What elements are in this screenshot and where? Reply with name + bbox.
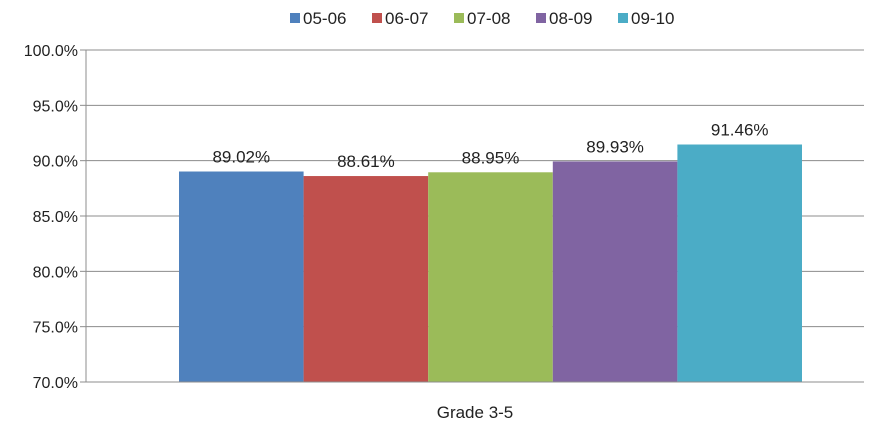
bar-09-10 xyxy=(677,144,802,382)
data-label-06-07: 88.61% xyxy=(337,152,395,171)
y-tick-label: 95.0% xyxy=(33,98,78,115)
legend-swatch-05-06 xyxy=(290,13,300,23)
y-tick-label: 80.0% xyxy=(33,264,78,281)
y-tick-label: 100.0% xyxy=(24,43,78,60)
bar-08-09 xyxy=(552,161,678,382)
y-axis: 70.0% 75.0% 80.0% 85.0% 90.0% 95.0% 100.0% xyxy=(24,43,87,392)
x-axis: Grade 3-5 xyxy=(86,381,864,422)
data-label-08-09: 89.93% xyxy=(586,137,644,156)
data-label-07-08: 88.95% xyxy=(462,148,520,167)
legend-swatch-06-07 xyxy=(372,13,382,23)
bar-05-06 xyxy=(179,171,304,382)
legend-label-07-08: 07-08 xyxy=(467,9,510,28)
legend-label-05-06: 05-06 xyxy=(303,9,346,28)
y-tick-label: 70.0% xyxy=(33,375,78,392)
data-labels: 89.02% 88.61% 88.95% 89.93% 91.46% xyxy=(212,121,768,172)
bar-06-07 xyxy=(303,176,429,382)
legend-swatch-09-10 xyxy=(618,13,628,23)
legend-label-08-09: 08-09 xyxy=(549,9,592,28)
y-tick-label: 75.0% xyxy=(33,320,78,337)
legend: 05-06 06-07 07-08 08-09 09-10 xyxy=(290,9,674,28)
legend-label-09-10: 09-10 xyxy=(631,9,674,28)
legend-label-06-07: 06-07 xyxy=(385,9,428,28)
y-tick-label: 90.0% xyxy=(33,154,78,171)
legend-swatch-07-08 xyxy=(454,13,464,23)
data-label-05-06: 89.02% xyxy=(212,148,270,167)
bar-07-08 xyxy=(428,172,553,382)
x-category-label: Grade 3-5 xyxy=(437,403,514,422)
legend-swatch-08-09 xyxy=(536,13,546,23)
data-label-09-10: 91.46% xyxy=(711,121,769,140)
bars xyxy=(179,144,802,382)
y-tick-label: 85.0% xyxy=(33,209,78,226)
